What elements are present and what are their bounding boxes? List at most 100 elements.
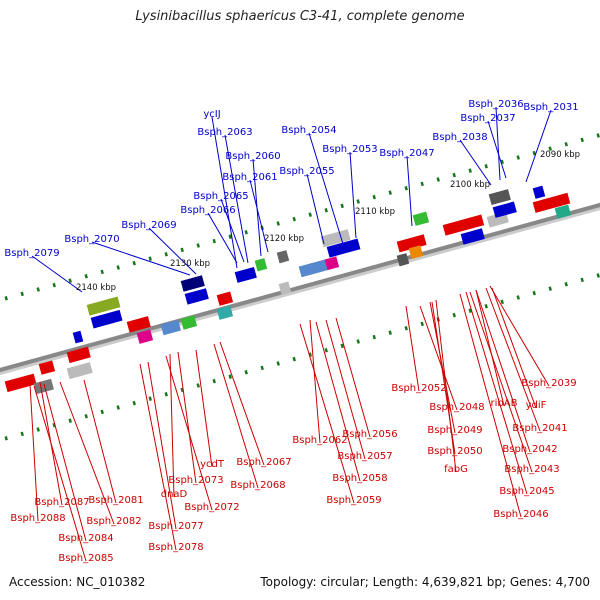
callout-line [309, 319, 321, 444]
ruler-tick [20, 431, 24, 437]
gene-feature [532, 192, 571, 213]
gene-feature [396, 253, 410, 267]
gene-feature [72, 330, 84, 344]
gene-label: Bsph_2036 [468, 99, 523, 110]
gene-feature [326, 238, 361, 258]
ruler-tick [244, 230, 248, 235]
ruler-tick [452, 312, 456, 318]
callout-line [459, 139, 492, 186]
callout-line [459, 293, 522, 518]
callout-line [469, 291, 533, 473]
callout-line [211, 116, 238, 269]
gene-label: Bsph_2067 [236, 457, 291, 468]
ruler-tick [564, 142, 568, 147]
ruler-tick [20, 291, 24, 297]
gene-feature [492, 201, 517, 218]
callout-line [485, 287, 541, 432]
ruler-tick [100, 409, 104, 415]
gene-label: Bsph_2081 [88, 495, 143, 506]
ruler-label: 2110 kbp [355, 207, 395, 217]
ruler-tick [372, 194, 376, 200]
gene-label: Bsph_2065 [193, 191, 248, 202]
gene-label: Bsph_2059 [326, 495, 381, 506]
ruler-tick [596, 133, 600, 138]
callout-line [465, 291, 528, 495]
gene-label: fabG [444, 464, 468, 475]
callout-line [489, 285, 550, 387]
ruler-tick [164, 392, 168, 397]
ruler-tick [212, 378, 216, 384]
gene-feature [126, 316, 151, 333]
gene-feature [460, 228, 485, 245]
ruler-tick [484, 304, 488, 309]
gene-label: Bsph_2062 [292, 435, 347, 446]
ruler-tick [228, 374, 232, 379]
gene-label: Bsph_2088 [10, 513, 65, 524]
ruler-tick [4, 436, 8, 441]
ruler-tick [324, 348, 328, 353]
callout-line [33, 385, 87, 562]
callout-line [306, 173, 325, 245]
ruler-tick [244, 370, 248, 375]
callout-line [169, 353, 175, 498]
callout-line [43, 383, 87, 542]
ruler-tick [148, 256, 152, 261]
gene-label: Bsph_2078 [148, 542, 203, 553]
ruler-tick [596, 273, 600, 278]
gene-label: dnaD [161, 489, 188, 500]
ruler-tick [404, 186, 408, 191]
callout-line [435, 299, 457, 473]
callout-line [195, 349, 213, 468]
gene-feature [532, 185, 546, 199]
gene-feature [4, 373, 37, 393]
gene-label: Bsph_2037 [460, 113, 515, 124]
ruler-tick [212, 238, 216, 244]
gene-feature [184, 288, 209, 305]
callout-line [249, 179, 269, 253]
ruler-tick [196, 243, 200, 248]
gene-label: Bsph_2048 [429, 402, 484, 413]
callout-line [219, 341, 265, 466]
callout-line [213, 343, 259, 489]
gene-label: Bsph_2042 [502, 444, 557, 455]
gene-label: Bsph_2031 [523, 102, 578, 113]
gene-feature [33, 378, 54, 395]
gene-label: Bsph_2069 [121, 220, 176, 231]
genome-summary: Topology: circular; Length: 4,639,821 bp… [260, 575, 590, 589]
ruler-tick [484, 164, 488, 169]
ruler-tick [532, 290, 536, 296]
ruler-label: 2090 kbp [540, 150, 580, 160]
ruler-tick [372, 334, 376, 340]
ruler-tick [420, 181, 424, 187]
callout-line [475, 289, 531, 453]
ruler-tick [308, 212, 312, 217]
gene-feature [554, 204, 572, 219]
gene-label: ribAB [491, 398, 518, 409]
gene-feature [298, 259, 329, 278]
gene-label: Bsph_2085 [58, 553, 113, 564]
ruler-label: 2140 kbp [76, 283, 116, 293]
gene-feature [180, 275, 205, 292]
gene-label: Bsph_2041 [512, 423, 567, 434]
ruler-tick [420, 321, 424, 327]
gene-label: Bsph_2070 [64, 234, 119, 245]
gene-label: Bsph_2058 [332, 473, 387, 484]
gene-feature [38, 360, 56, 375]
gene-feature [136, 329, 154, 344]
gene-feature [86, 296, 121, 316]
ruler-tick [148, 396, 152, 401]
callout-line [487, 120, 507, 179]
callout-line [406, 155, 413, 227]
gene-label: Bsph_2087 [34, 497, 89, 508]
callout-line [83, 379, 117, 504]
ruler-tick [68, 278, 72, 283]
callout-line [220, 198, 245, 263]
callout-line [429, 301, 456, 434]
ruler-tick [388, 190, 392, 195]
ruler-tick [548, 286, 552, 291]
callout-line [335, 317, 371, 438]
callout-line [177, 351, 197, 484]
ruler-tick [292, 356, 296, 362]
gene-label: Bsph_2077 [148, 521, 203, 532]
